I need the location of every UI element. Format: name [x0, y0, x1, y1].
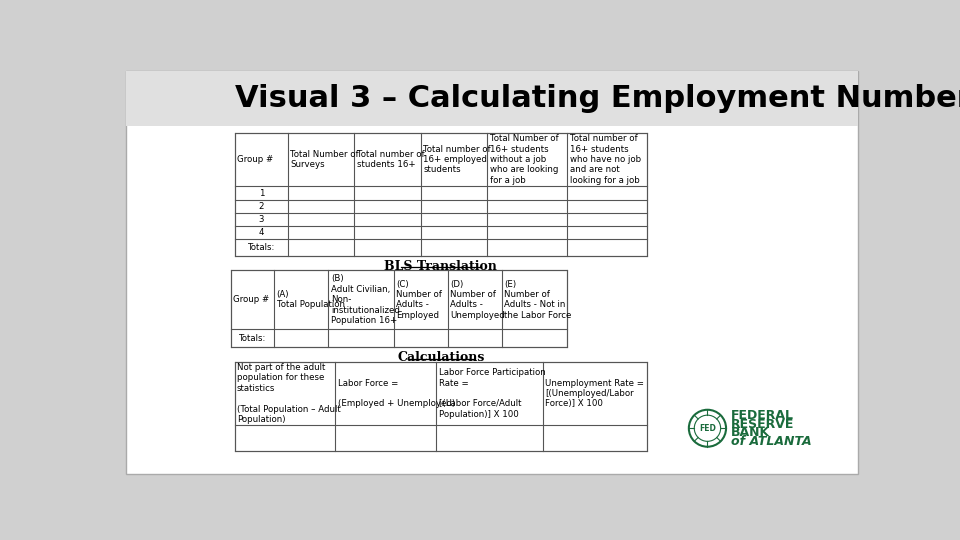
- Bar: [234, 132, 647, 256]
- Text: Unemployment Rate =
[(Unemployed/Labor
Force)] X 100: Unemployment Rate = [(Unemployed/Labor F…: [545, 379, 644, 408]
- Text: 2: 2: [258, 201, 264, 211]
- Text: Group #: Group #: [237, 155, 274, 164]
- Text: BANK: BANK: [731, 427, 770, 440]
- Text: Total Number of
16+ students
without a job
who are looking
for a job: Total Number of 16+ students without a j…: [490, 134, 559, 185]
- Text: 1: 1: [258, 188, 264, 198]
- Text: Calculations: Calculations: [397, 351, 485, 364]
- Text: Total number of
16+ employed
students: Total number of 16+ employed students: [423, 145, 491, 174]
- Text: Total Number of
Surveys: Total Number of Surveys: [290, 150, 359, 169]
- Text: (D)
Number of
Adults -
Unemployed: (D) Number of Adults - Unemployed: [450, 280, 505, 320]
- Text: 4: 4: [258, 228, 264, 237]
- Text: (E)
Number of
Adults - Not in
the Labor Force: (E) Number of Adults - Not in the Labor …: [504, 280, 572, 320]
- Text: (B)
Adult Civilian,
Non-
institutionalized
Population 16+: (B) Adult Civilian, Non- institutionaliz…: [331, 274, 399, 325]
- Text: Total number of
students 16+: Total number of students 16+: [357, 150, 424, 169]
- Bar: [234, 362, 647, 451]
- Text: 3: 3: [258, 215, 264, 224]
- Text: (C)
Number of
Adults -
Employed: (C) Number of Adults - Employed: [396, 280, 442, 320]
- Text: Group #: Group #: [233, 295, 270, 304]
- Text: FEDERAL: FEDERAL: [731, 409, 794, 422]
- Bar: [126, 71, 858, 126]
- Text: Total number of
16+ students
who have no job
and are not
looking for a job: Total number of 16+ students who have no…: [569, 134, 640, 185]
- Text: (A)
Total Population: (A) Total Population: [276, 290, 345, 309]
- Text: Labor Force =

(Employed + Unemployed): Labor Force = (Employed + Unemployed): [338, 379, 455, 408]
- Text: of ATLANTA: of ATLANTA: [731, 435, 811, 448]
- Text: BLS Translation: BLS Translation: [384, 260, 497, 273]
- Text: Not part of the adult
population for these
statistics

(Total Population – Adult: Not part of the adult population for the…: [237, 363, 341, 424]
- Bar: [230, 271, 567, 347]
- Text: Totals:: Totals:: [248, 243, 275, 252]
- Text: Labor Force Participation
Rate =

[(Labor Force/Adult
Population)] X 100: Labor Force Participation Rate = [(Labor…: [439, 368, 545, 419]
- Text: FED: FED: [699, 424, 716, 433]
- Text: Totals:: Totals:: [239, 334, 266, 343]
- Text: Visual 3 – Calculating Employment Numbers: Visual 3 – Calculating Employment Number…: [234, 84, 960, 113]
- Text: RESERVE: RESERVE: [731, 418, 794, 431]
